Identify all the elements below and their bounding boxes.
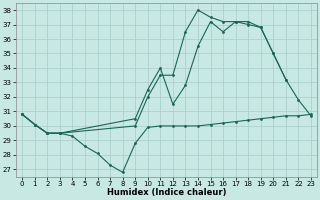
X-axis label: Humidex (Indice chaleur): Humidex (Indice chaleur) (107, 188, 226, 197)
